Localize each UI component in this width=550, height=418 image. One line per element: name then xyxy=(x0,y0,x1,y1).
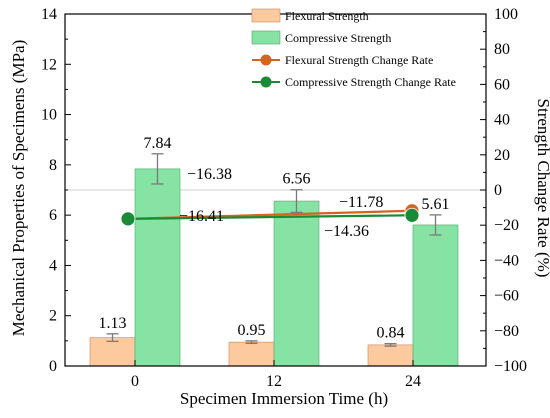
lines-layer xyxy=(120,203,420,227)
rate-label-compressive-24: −14.36 xyxy=(324,223,369,240)
legend-label-compressive-change-rate: Compressive Strength Change Rate xyxy=(285,75,456,89)
y2-tick-label: 60 xyxy=(494,76,510,93)
y2-tick-label: 0 xyxy=(494,182,502,199)
bar-compressive-0 xyxy=(134,168,181,367)
bar-value-label: 1.13 xyxy=(99,315,127,332)
y-tick-label: 6 xyxy=(49,207,57,224)
y2-tick-label: −80 xyxy=(494,323,519,340)
error-bar-flexural-12 xyxy=(245,340,258,345)
y2-tick-label: −100 xyxy=(494,358,527,375)
legend-marker-flexural-change-rate xyxy=(260,54,272,66)
error-bar-compressive-24 xyxy=(429,214,442,236)
y2-tick-label: −40 xyxy=(494,252,519,269)
y2-tick-label: 20 xyxy=(494,147,510,164)
legend-marker-compressive-change-rate xyxy=(260,76,272,88)
legend: Flexural Strength Compressive Strength F… xyxy=(251,8,456,89)
bar-value-label: 0.84 xyxy=(377,325,405,342)
x-tick-label: 12 xyxy=(266,373,282,390)
bar-flexural-24 xyxy=(367,344,414,367)
bar-value-label: 0.95 xyxy=(238,322,266,339)
y2-tick-label: 40 xyxy=(494,112,510,129)
legend-swatch-flexural-strength xyxy=(251,8,281,23)
error-bar-flexural-0 xyxy=(106,333,119,343)
y2-tick-label: −60 xyxy=(494,288,519,305)
bars-layer xyxy=(65,153,486,367)
y-tick-label: 2 xyxy=(49,308,57,325)
legend-label-flexural-strength: Flexural Strength xyxy=(285,9,369,23)
data-labels-layer: 1.13 0.95 0.84 7.84 6.56 5.61 −16.38 −11.78 −16.… xyxy=(99,135,450,342)
y-tick-label: 14 xyxy=(41,6,57,23)
error-bar-compressive-0 xyxy=(151,153,164,185)
line-compressive-change-rate xyxy=(127,214,413,220)
bar-value-label: 7.84 xyxy=(144,135,172,152)
bar-value-label: 5.61 xyxy=(422,196,450,213)
legend-label-compressive-strength: Compressive Strength xyxy=(285,31,391,45)
x-axis-title: Specimen Immersion Time (h) xyxy=(180,389,388,408)
point-compressive-change-rate xyxy=(404,207,420,223)
y2-tick-label: −20 xyxy=(494,217,519,234)
error-bar-flexural-24 xyxy=(384,342,397,347)
legend-label-flexural-change-rate: Flexural Strength Change Rate xyxy=(285,53,433,67)
bar-flexural-12 xyxy=(228,341,275,367)
rate-label-compressive-0: −16.41 xyxy=(179,208,224,225)
y-tick-label: 10 xyxy=(41,107,57,124)
x-tick-label: 0 xyxy=(131,373,139,390)
y-tick-label: 4 xyxy=(49,257,57,274)
bar-compressive-12 xyxy=(273,200,320,367)
error-bar-compressive-12 xyxy=(290,189,303,214)
rate-label-flexural-0: −16.38 xyxy=(187,166,232,183)
y-axis-title: Mechanical Properties of Specimens (MPa) xyxy=(9,40,28,336)
y-tick-label: 0 xyxy=(49,358,57,375)
y2-axis-title: Strength Change Rate (%) xyxy=(534,99,550,278)
axes-layer: 02468101214−100−80−60−40−200204060801000… xyxy=(41,6,527,390)
bar-compressive-24 xyxy=(412,224,459,367)
x-tick-label: 24 xyxy=(405,373,421,390)
point-compressive-change-rate xyxy=(120,211,136,227)
y2-tick-label: 100 xyxy=(494,6,518,23)
rate-label-flexural-24: −11.78 xyxy=(339,194,383,211)
y2-tick-label: 80 xyxy=(494,41,510,58)
legend-swatch-compressive-strength xyxy=(251,30,281,45)
bar-value-label: 6.56 xyxy=(283,171,311,188)
y-tick-label: 12 xyxy=(41,56,57,73)
y-tick-label: 8 xyxy=(49,157,57,174)
